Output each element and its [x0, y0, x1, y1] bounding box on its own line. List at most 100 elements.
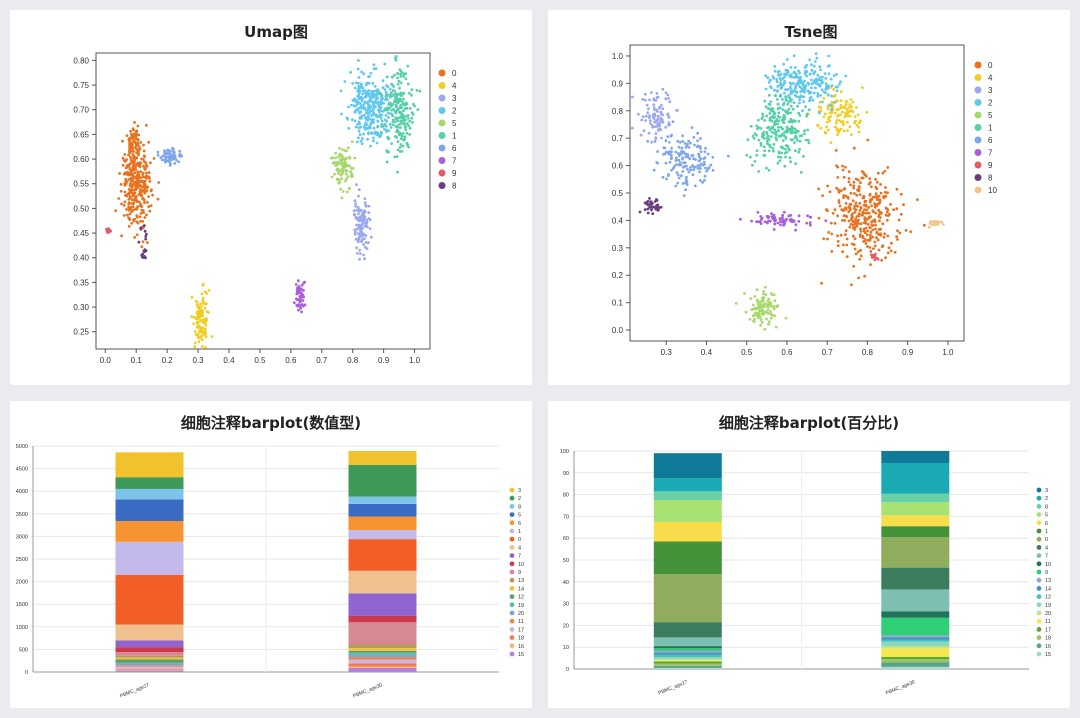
cluster-point-6	[687, 146, 691, 149]
cluster-point-2	[799, 90, 803, 94]
legend-label-2: 2	[518, 496, 521, 502]
cluster-point-0	[859, 227, 862, 231]
cluster-point-3	[658, 105, 661, 109]
cluster-point-1	[398, 146, 402, 149]
cluster-point-0	[135, 156, 139, 160]
cluster-point-6	[171, 149, 175, 153]
cluster-point-1	[418, 89, 422, 93]
legend-swatch-2	[974, 99, 982, 106]
cluster-point-0	[830, 250, 834, 253]
cluster-point-7	[297, 298, 301, 302]
cluster-point-1	[403, 118, 407, 122]
cluster-point-6	[704, 166, 707, 170]
cluster-point-0	[884, 206, 888, 210]
cluster-point-1	[777, 111, 781, 115]
cluster-point-2	[382, 101, 386, 105]
cluster-point-0	[886, 208, 890, 212]
cluster-point-2	[404, 114, 408, 118]
legend-label-20: 20	[518, 611, 524, 617]
cluster-point-6	[685, 175, 688, 179]
bar-segment-6	[653, 521, 722, 542]
cluster-point-2	[798, 98, 802, 102]
legend-swatch-8	[438, 182, 446, 189]
cluster-point-4	[204, 323, 208, 327]
cluster-point-2	[357, 120, 361, 124]
cluster-point-2	[785, 71, 789, 75]
cluster-point-1	[399, 143, 403, 146]
cluster-point-6	[675, 163, 678, 166]
cluster-point-3	[357, 226, 360, 230]
cluster-point-7	[779, 217, 782, 221]
cluster-point-0	[866, 223, 870, 226]
cluster-point-0	[875, 204, 879, 208]
cluster-point-4	[201, 314, 205, 318]
cluster-point-3	[363, 201, 367, 205]
cluster-point-3	[655, 92, 659, 95]
cluster-point-0	[148, 180, 152, 183]
cluster-point-5	[767, 297, 771, 301]
cluster-point-4	[204, 302, 208, 306]
cluster-point-1	[773, 131, 777, 135]
cluster-point-0	[821, 194, 824, 198]
cluster-point-2	[806, 81, 810, 85]
cluster-point-5	[756, 302, 760, 306]
cluster-point-5	[764, 293, 768, 296]
cluster-point-4	[200, 345, 204, 348]
cluster-point-4	[849, 133, 853, 137]
cluster-point-4	[200, 305, 204, 308]
cluster-point-4	[848, 109, 852, 113]
cluster-point-2	[794, 76, 797, 79]
cluster-point-7	[772, 213, 776, 217]
cluster-point-4	[844, 111, 847, 115]
cluster-point-0	[886, 234, 890, 238]
cluster-point-0	[896, 229, 899, 233]
cluster-point-0	[124, 166, 128, 170]
cluster-point-7	[300, 283, 304, 287]
cluster-point-0	[142, 190, 146, 193]
cluster-point-2	[369, 126, 372, 130]
cluster-point-0	[854, 201, 858, 205]
cluster-point-0	[135, 220, 139, 224]
cluster-point-3	[367, 217, 371, 221]
cluster-point-6	[697, 155, 701, 159]
cluster-point-0	[854, 252, 858, 256]
y-tick-label: 30	[563, 602, 569, 608]
cluster-point-1	[396, 170, 399, 174]
cluster-point-2	[794, 86, 797, 90]
bar-segment-4	[115, 624, 184, 641]
cluster-point-0	[842, 214, 846, 218]
cluster-point-0	[128, 212, 132, 216]
cluster-point-3	[353, 199, 357, 203]
cluster-point-2	[368, 97, 372, 101]
cluster-point-1	[755, 127, 759, 131]
bar-segment-17	[348, 659, 417, 664]
cluster-point-1	[798, 114, 802, 117]
cluster-point-1	[395, 155, 399, 159]
cluster-point-0	[134, 168, 138, 171]
cluster-point-6	[672, 167, 675, 170]
bar-count-panel: 细胞注释barplot(数值型) 0 500 1000 1500 2000 2500 300…	[10, 401, 532, 708]
cluster-point-0	[129, 169, 133, 173]
cluster-point-1	[785, 95, 788, 98]
cluster-point-4	[842, 122, 845, 126]
cluster-point-1	[784, 147, 787, 151]
cluster-point-3	[641, 115, 645, 119]
cluster-point-0	[884, 256, 887, 260]
cluster-point-6	[692, 157, 695, 161]
cluster-point-6	[168, 151, 172, 155]
bar-segment-8	[115, 488, 184, 500]
cluster-point-2	[797, 69, 800, 73]
cluster-point-4	[198, 320, 202, 323]
cluster-point-6	[670, 146, 673, 150]
cluster-point-1	[803, 132, 806, 136]
cluster-point-0	[846, 195, 850, 199]
cluster-point-0	[870, 204, 873, 208]
cluster-point-5	[345, 169, 348, 173]
x-tick-label: 0.1	[131, 356, 143, 365]
cluster-point-4	[835, 99, 839, 103]
cluster-point-2	[351, 98, 355, 102]
cluster-point-0	[886, 191, 889, 195]
cluster-point-1	[392, 118, 395, 122]
cluster-point-6	[676, 139, 680, 143]
cluster-point-2	[357, 129, 361, 133]
